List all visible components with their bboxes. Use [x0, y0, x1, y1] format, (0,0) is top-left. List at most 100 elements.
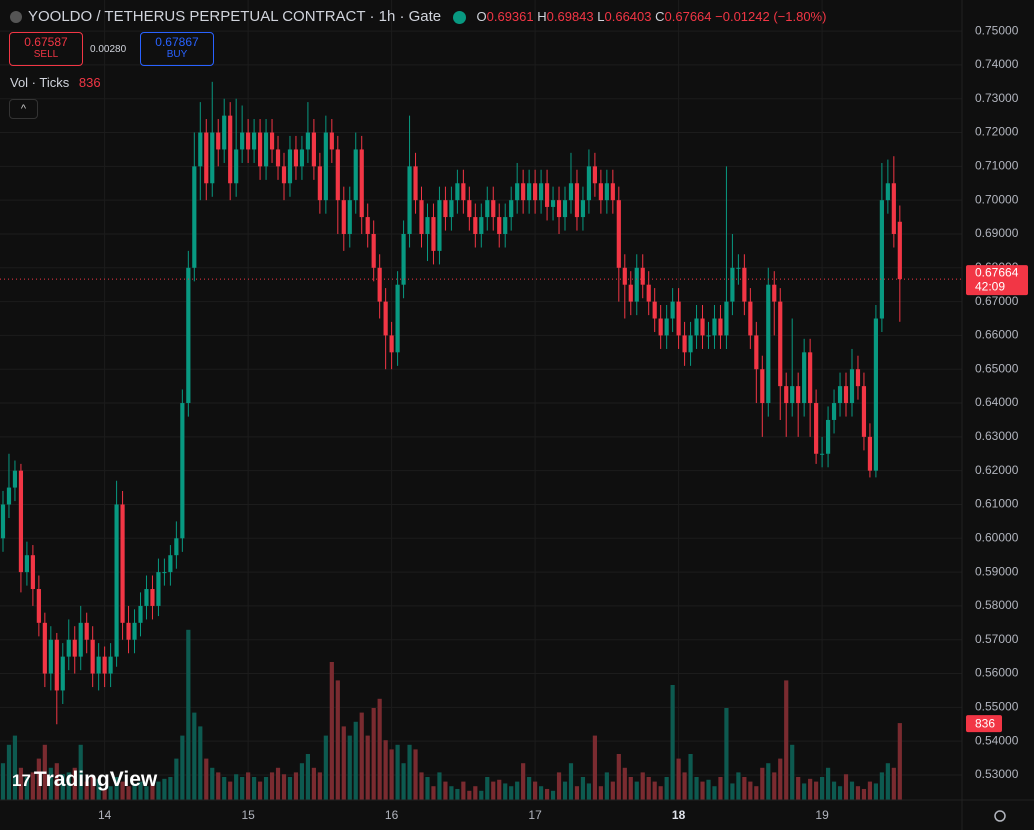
volume-bar	[365, 735, 370, 800]
candle-body	[180, 403, 185, 539]
collapse-button[interactable]: ^	[9, 99, 38, 119]
candle-body	[96, 656, 101, 674]
candle-body	[156, 572, 161, 606]
candle-body	[371, 233, 376, 268]
candle-body	[365, 217, 370, 234]
candle-body	[395, 284, 400, 353]
volume-bar	[796, 777, 801, 800]
volume-bar	[228, 781, 233, 800]
candle-body	[533, 183, 538, 201]
volume-bar	[676, 758, 681, 800]
x-tick-label: 17	[528, 808, 542, 822]
buy-button[interactable]: 0.67867 BUY	[140, 32, 214, 66]
volume-bar	[831, 781, 837, 800]
volume-bar	[808, 778, 813, 800]
x-tick-label: 15	[241, 808, 255, 822]
volume-bar	[897, 723, 902, 800]
candle-body	[742, 267, 747, 302]
candle-body	[562, 200, 568, 218]
volume-bar	[766, 763, 771, 800]
candle-body	[808, 352, 813, 404]
ohlc-label: H	[537, 9, 547, 24]
candle-body	[831, 403, 837, 420]
volume-bar	[222, 777, 227, 800]
volume-bar	[628, 777, 633, 800]
volume-bar	[568, 763, 574, 800]
x-tick-label: 16	[385, 808, 399, 822]
volume-bar	[706, 779, 711, 800]
candle-body	[317, 166, 322, 201]
x-tick-label: 18	[672, 808, 686, 822]
candle-body	[192, 166, 197, 268]
candle-body	[186, 267, 191, 404]
volume-title: Vol · Ticks	[10, 75, 70, 90]
volume-bar	[48, 767, 53, 800]
sell-button[interactable]: 0.67587 SELL	[9, 32, 83, 66]
x-tick-label: 19	[815, 808, 829, 822]
x-tick-label: 14	[98, 808, 112, 822]
ohlc-label: L	[597, 9, 605, 24]
volume-bar	[437, 772, 442, 800]
volume-bar	[341, 726, 346, 800]
volume-bar	[449, 786, 454, 800]
volume-bar	[556, 772, 562, 800]
volume-legend: Vol · Ticks 836	[10, 75, 101, 90]
ohlc-value: 0.66403	[604, 9, 652, 24]
settings-icon[interactable]	[994, 810, 1006, 822]
volume-bar	[849, 781, 855, 800]
candle-body	[72, 639, 77, 657]
y-tick-label: 0.74000	[975, 57, 1019, 71]
candle-body	[407, 166, 412, 234]
volume-bar	[873, 783, 878, 800]
candle-body	[162, 572, 167, 574]
volume-bar	[544, 788, 550, 800]
candle-body	[646, 284, 651, 302]
volume-bar	[778, 758, 783, 800]
volume-bar	[646, 777, 651, 800]
volume-bar	[580, 777, 586, 800]
volume-bar	[754, 786, 759, 800]
volume-bar	[234, 774, 239, 800]
candle-body	[132, 622, 137, 640]
volume-bar	[413, 749, 418, 800]
candle-body	[664, 318, 669, 336]
ohlc-value: 0.69361	[486, 9, 534, 24]
candle-body	[712, 318, 717, 336]
candle-body	[682, 335, 687, 353]
candle-body	[574, 183, 580, 218]
candle-body	[873, 318, 878, 471]
y-tick-label: 0.58000	[975, 598, 1019, 612]
candle-body	[359, 149, 364, 218]
buy-label: BUY	[166, 49, 188, 60]
candle-body	[449, 200, 454, 218]
volume-bar	[377, 698, 382, 800]
volume-bar	[30, 772, 35, 800]
candle-body	[204, 132, 209, 184]
volume-bar	[174, 758, 179, 800]
volume-bar	[843, 774, 849, 800]
volume-bar	[760, 767, 765, 800]
y-tick-label: 0.64000	[975, 395, 1019, 409]
candle-body	[329, 132, 334, 150]
volume-bar	[281, 774, 287, 800]
volume-tag	[966, 715, 1002, 733]
spread: 0.00280	[90, 44, 127, 55]
volume-bar	[694, 777, 699, 800]
volume-bar	[855, 786, 861, 800]
volume-bar	[36, 758, 41, 800]
volume-bar	[389, 749, 394, 800]
candle-body	[622, 267, 627, 285]
volume-bar	[885, 763, 890, 800]
y-tick-label: 0.54000	[975, 733, 1019, 747]
volume-bar	[102, 788, 107, 800]
candle-body	[544, 183, 550, 207]
candle-body	[760, 369, 765, 404]
volume-bar	[604, 772, 609, 800]
symbol-icon	[10, 11, 22, 24]
candle-body	[491, 200, 496, 218]
candle-body	[897, 221, 902, 280]
volume-bar	[108, 786, 113, 800]
volume-bar	[138, 781, 143, 800]
volume-bar	[861, 788, 867, 800]
volume-bar	[443, 781, 448, 800]
